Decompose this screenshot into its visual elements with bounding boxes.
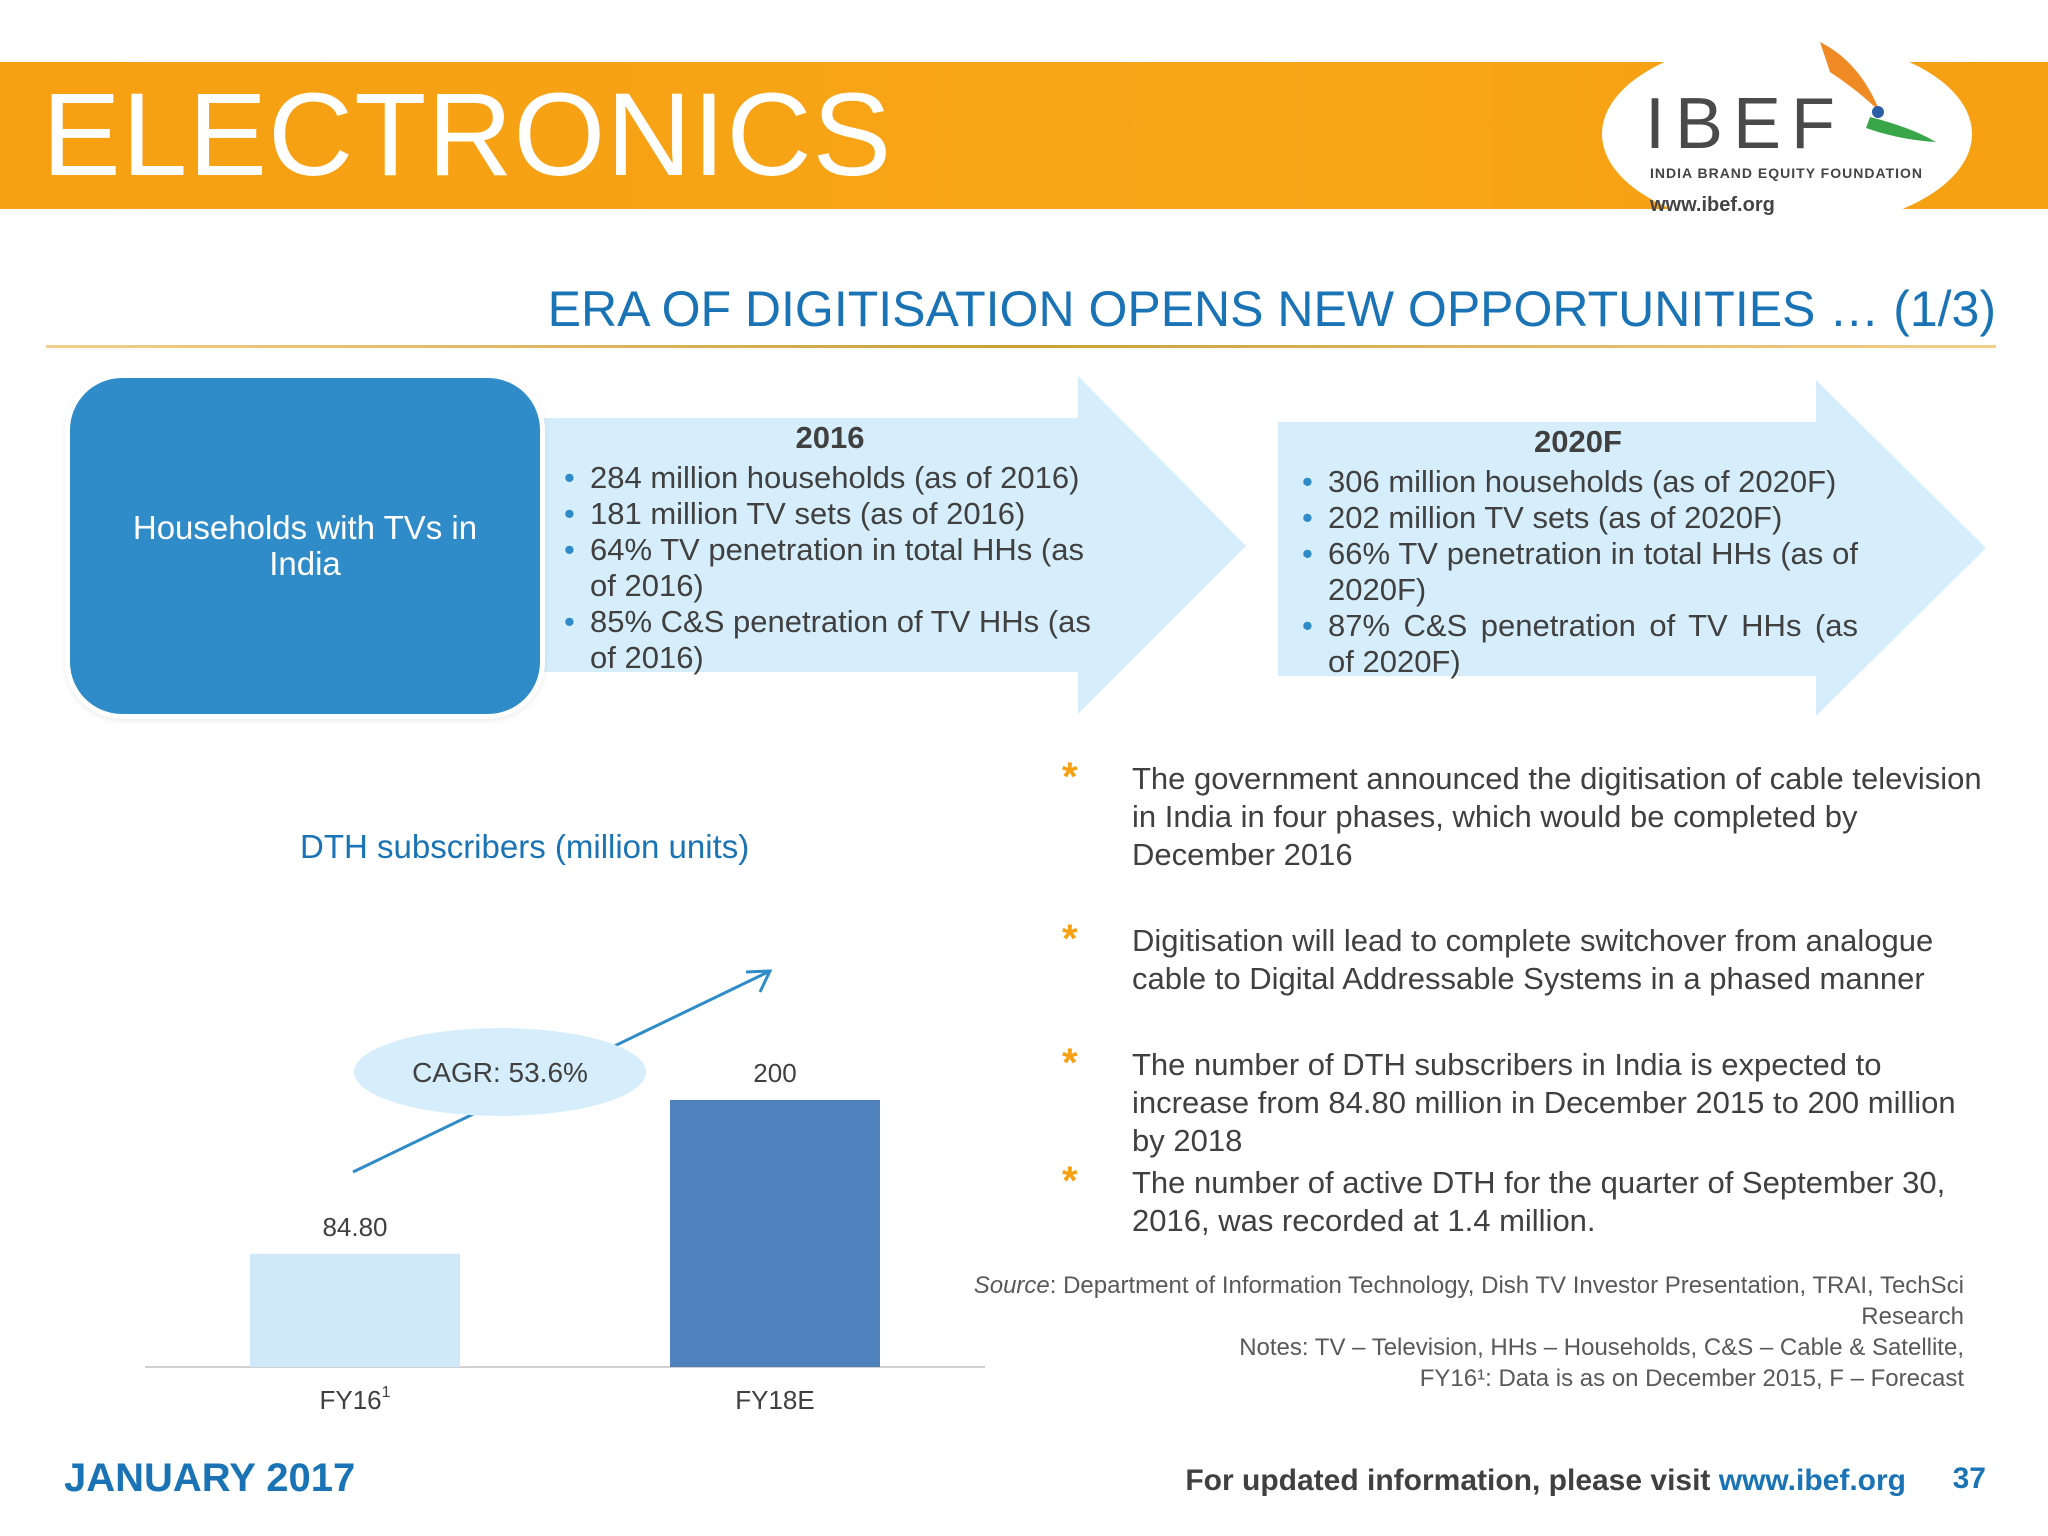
households-label: Households with TVs in India xyxy=(132,508,478,582)
facts-list: * The government announced the digitisat… xyxy=(1062,755,1982,1240)
asterisk-bullet-icon: * xyxy=(1062,1159,1078,1203)
arrow-2020-heading: 2020F xyxy=(1534,424,1622,459)
fact-item: * The government announced the digitisat… xyxy=(1062,755,1982,874)
list-item: 284 million households (as of 2016) xyxy=(564,460,1100,496)
list-item: 87% C&S penetration of TV HHs (as of 202… xyxy=(1302,608,1858,680)
footer-visit-text: For updated information, please visit xyxy=(1185,1464,1719,1497)
cagr-arrow-head-icon xyxy=(745,969,773,993)
logo-subtitle: INDIA BRAND EQUITY FOUNDATION xyxy=(1650,165,1923,181)
fact-item: * The number of active DTH for the quart… xyxy=(1062,1159,1982,1240)
tick-label: FY161 xyxy=(319,1384,390,1415)
page-number: 37 xyxy=(1952,1462,1986,1495)
section-subtitle: ERA OF DIGITISATION OPENS NEW OPPORTUNIT… xyxy=(547,281,1996,337)
footer-date: JANUARY 2017 xyxy=(64,1456,356,1500)
divider xyxy=(46,345,1996,348)
arrow-2016-heading: 2016 xyxy=(795,420,865,455)
tick-label: FY18E xyxy=(735,1385,815,1415)
chart-title: DTH subscribers (million units) xyxy=(300,828,750,865)
source-text: : Department of Information Technology, … xyxy=(1049,1272,1964,1330)
bar-fy16 xyxy=(250,1253,460,1367)
list-item: 66% TV penetration in total HHs (as of 2… xyxy=(1302,536,1858,608)
data-label: 200 xyxy=(753,1058,796,1088)
data-label: 84.80 xyxy=(322,1212,387,1242)
bar-fy18e xyxy=(670,1099,880,1367)
footer-link[interactable]: www.ibef.org xyxy=(1718,1464,1906,1497)
dth-bar-chart: 84.80 FY161 200 FY18E CAGR: 53.6% xyxy=(145,969,985,1415)
asterisk-bullet-icon: * xyxy=(1062,755,1078,799)
bird-logo-icon xyxy=(1820,42,1936,142)
asterisk-bullet-icon: * xyxy=(1062,1041,1078,1085)
arrow-2016-content: 2016 284 million households (as of 2016)… xyxy=(560,420,1100,676)
list-item: 85% C&S penetration of TV HHs (as of 201… xyxy=(564,604,1100,676)
cagr-label: CAGR: 53.6% xyxy=(412,1057,588,1088)
fact-text: The number of active DTH for the quarter… xyxy=(1132,1165,1946,1238)
notes-line: FY16¹: Data is as on December 2015, F – … xyxy=(1419,1365,1964,1392)
logo-wordmark: IBEF xyxy=(1645,84,1846,164)
footer-visit: For updated information, please visit ww… xyxy=(1185,1464,1906,1498)
fact-text: The number of DTH subscribers in India i… xyxy=(1132,1047,1956,1158)
logo-url[interactable]: www.ibef.org xyxy=(1650,194,1775,216)
source-notes: Source: Department of Information Techno… xyxy=(964,1270,1964,1394)
asterisk-bullet-icon: * xyxy=(1062,917,1078,961)
fact-item: * The number of DTH subscribers in India… xyxy=(1062,1041,1982,1160)
list-item: 181 million TV sets (as of 2016) xyxy=(564,496,1100,532)
fact-text: The government announced the digitisatio… xyxy=(1132,761,1982,872)
page-title: ELECTRONICS xyxy=(42,69,893,201)
source-label: Source xyxy=(973,1272,1050,1299)
fact-text: Digitisation will lead to complete switc… xyxy=(1132,923,1934,996)
cagr-ellipse xyxy=(354,1028,646,1116)
notes-line: Notes: TV – Television, HHs – Households… xyxy=(1239,1334,1964,1361)
arrow-2020-content: 2020F 306 million households (as of 2020… xyxy=(1298,424,1858,680)
fact-item: * Digitisation will lead to complete swi… xyxy=(1062,917,1982,998)
households-box: Households with TVs in India xyxy=(70,378,540,714)
list-item: 306 million households (as of 2020F) xyxy=(1302,464,1858,500)
list-item: 64% TV penetration in total HHs (as of 2… xyxy=(564,532,1100,604)
list-item: 202 million TV sets (as of 2020F) xyxy=(1302,500,1858,536)
